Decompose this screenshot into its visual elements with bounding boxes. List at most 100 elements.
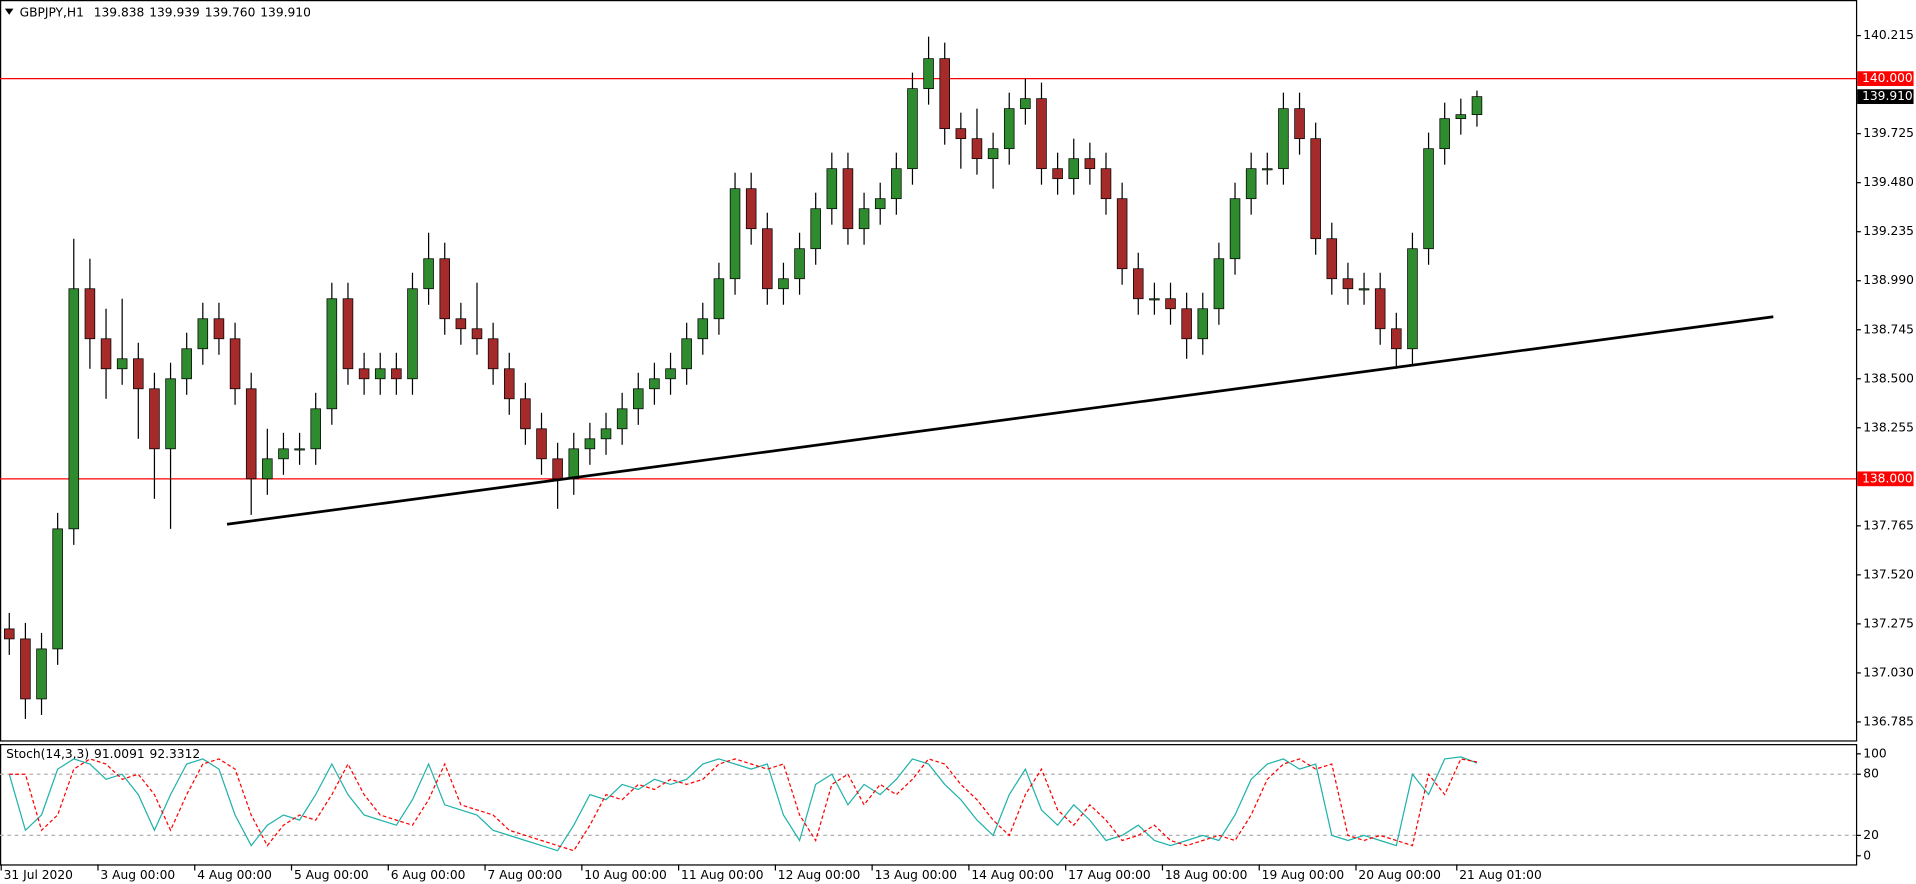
x-tick-label: 20 Aug 00:00 (1358, 868, 1441, 882)
x-tick-label: 18 Aug 00:00 (1165, 868, 1248, 882)
candle-body (600, 428, 612, 440)
candle-body (1358, 288, 1370, 291)
candle-body (1471, 96, 1483, 116)
candle-body (471, 328, 483, 340)
candle-body (616, 408, 628, 430)
candle-body (1262, 168, 1273, 171)
candle-body (1342, 278, 1354, 290)
candle-body (713, 278, 725, 320)
header: GBPJPY,H1 139.838 139.939 139.760 139.910 (20, 5, 311, 19)
x-tick-label: 7 Aug 00:00 (488, 868, 563, 882)
candle-body (326, 298, 338, 410)
candle-body (1132, 268, 1144, 300)
indicator-name: Stoch(14,3,3) (6, 746, 89, 760)
k-value: 91.0091 (94, 746, 145, 760)
candle-body (1197, 308, 1209, 340)
candle-body (391, 368, 402, 380)
candle-body (4, 628, 15, 640)
candle-body (858, 208, 870, 230)
candle-body (423, 258, 434, 290)
y-tick-label: 0 (1863, 848, 1871, 862)
candle-body (310, 408, 321, 450)
candle-body (374, 368, 386, 380)
y-tick-label: 137.765 (1863, 518, 1914, 532)
candle-body (455, 318, 467, 330)
candle-body (20, 638, 31, 700)
candle-body (1374, 288, 1386, 330)
x-tick-label: 3 Aug 00:00 (100, 868, 175, 882)
candle-body (1229, 198, 1241, 260)
x-tick-label: 11 Aug 00:00 (681, 868, 764, 882)
x-tick-label: 10 Aug 00:00 (584, 868, 667, 882)
candle-body (552, 458, 563, 480)
y-tick-label: 139.725 (1863, 126, 1914, 140)
candle-body (955, 128, 967, 140)
candle-body (84, 288, 96, 340)
candle-body (1310, 138, 1321, 240)
candle-body (503, 368, 515, 400)
level-tag (1857, 71, 1914, 87)
candle-body (133, 358, 144, 390)
candle-body (729, 188, 741, 280)
x-tick-label: 21 Aug 01:00 (1459, 868, 1542, 882)
candle-body (1391, 328, 1402, 350)
candle-body (1116, 198, 1128, 270)
x-tick-label: 19 Aug 00:00 (1262, 868, 1345, 882)
y-tick-label: 137.520 (1863, 567, 1914, 581)
candle-body (1455, 114, 1467, 120)
candle-body (262, 458, 273, 480)
x-tick-label: 17 Aug 00:00 (1068, 868, 1151, 882)
y-tick-label: 139.235 (1863, 224, 1914, 238)
candle-body (536, 428, 547, 460)
candle-body (633, 388, 644, 410)
candle-body (971, 138, 983, 160)
d-value: 92.3312 (150, 746, 201, 760)
candle-body (1326, 238, 1338, 280)
candle-body (520, 398, 531, 430)
candle-body (229, 338, 241, 390)
candle-body (1278, 108, 1289, 170)
x-tick-label: 12 Aug 00:00 (778, 868, 861, 882)
candle-body (1294, 108, 1305, 140)
candle-body (165, 378, 176, 450)
candle-body (987, 148, 999, 160)
candle-body (762, 228, 773, 290)
trendline (226, 315, 1774, 526)
y-tick-label: 137.030 (1863, 665, 1914, 679)
candle-body (1100, 168, 1112, 200)
y-tick-label: 100 (1863, 746, 1886, 760)
candle-body (1084, 158, 1096, 170)
candle-body (1003, 108, 1015, 150)
candle-body (245, 388, 257, 480)
candle-body (697, 318, 709, 340)
price-label: 139.910 (1862, 89, 1913, 103)
y-tick-label: 139.480 (1863, 175, 1914, 189)
candle-body (584, 438, 596, 450)
candle-body (1439, 118, 1450, 150)
low-label: 139.760 (205, 5, 256, 19)
candle-body (665, 368, 676, 380)
level-label: 140.000 (1862, 71, 1913, 85)
x-tick-label: 6 Aug 00:00 (391, 868, 466, 882)
candle-body (1407, 248, 1418, 350)
candle-body (1165, 298, 1176, 310)
y-tick-label: 80 (1863, 767, 1879, 781)
candle-body (407, 288, 418, 380)
candle-body (907, 88, 918, 170)
open-label: 139.838 (94, 5, 145, 19)
candle-body (923, 58, 934, 90)
candle-body (358, 368, 370, 380)
candle-body (116, 358, 128, 370)
candle-body (52, 528, 63, 650)
menu-icon[interactable] (4, 8, 14, 15)
y-tick-label: 136.785 (1863, 714, 1914, 728)
y-tick-label: 140.215 (1863, 28, 1914, 42)
y-tick-label: 138.745 (1863, 322, 1914, 336)
candle-body (1213, 258, 1225, 310)
x-tick-label: 4 Aug 00:00 (197, 868, 272, 882)
main-frame (0, 0, 1858, 742)
candle-body (1068, 158, 1080, 180)
y-tick-label: 137.275 (1863, 616, 1914, 630)
